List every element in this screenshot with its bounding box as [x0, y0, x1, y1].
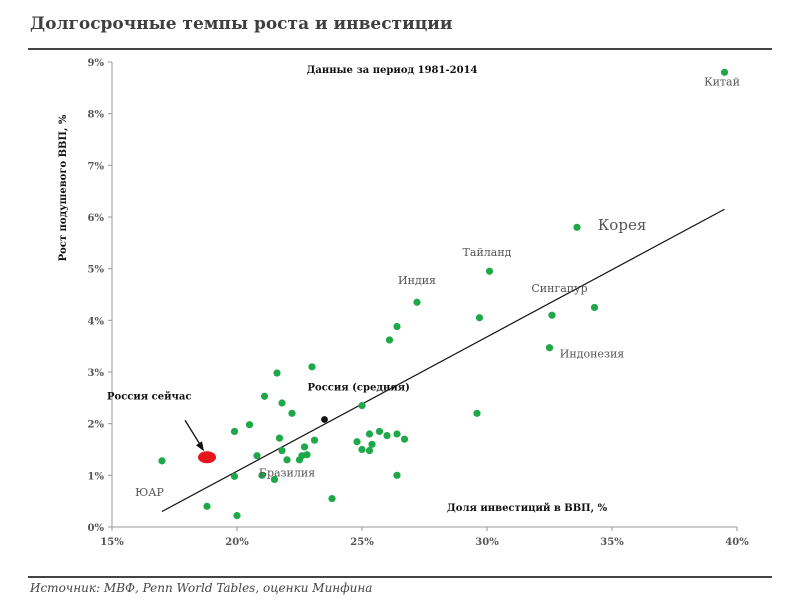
- data-point: [393, 430, 401, 438]
- data-point: [288, 409, 296, 417]
- trendline: [161, 208, 725, 513]
- data-point: [295, 456, 304, 464]
- data-point: [245, 421, 254, 429]
- x-tick-label: 30%: [475, 537, 499, 548]
- plot-frame: [111, 62, 737, 528]
- x-tick-label: 15%: [100, 537, 124, 548]
- data-point: [393, 322, 401, 331]
- footer-divider: [28, 576, 772, 578]
- russia-avg-label: Россия (средняя): [308, 383, 410, 394]
- data-point: [273, 369, 281, 377]
- country-label: ЮАР: [135, 486, 164, 499]
- page-title: Долгосрочные темпы роста и инвестиции: [30, 14, 453, 34]
- data-point: [590, 303, 599, 312]
- y-tick-label: 1%: [88, 471, 105, 482]
- data-point: [548, 311, 556, 319]
- y-tick-label: 9%: [88, 58, 105, 69]
- russia-avg-point: [321, 416, 328, 423]
- y-tick-label: 2%: [88, 420, 105, 431]
- data-point: [260, 392, 269, 400]
- data-point: [545, 344, 554, 352]
- data-point: [365, 430, 374, 438]
- data-point: [473, 409, 481, 417]
- data-point: [475, 314, 484, 322]
- data-point: [278, 446, 286, 455]
- country-label: Сингапур: [531, 282, 587, 295]
- country-label: Индия: [398, 274, 436, 287]
- data-point: [283, 456, 291, 464]
- x-tick-label: 40%: [725, 537, 749, 548]
- data-point: [203, 502, 211, 510]
- data-point: [278, 399, 286, 407]
- y-tick-label: 7%: [88, 161, 105, 172]
- title-divider: [28, 48, 772, 50]
- y-tick-label: 0%: [88, 523, 105, 534]
- y-tick-label: 8%: [88, 110, 105, 121]
- data-point: [303, 451, 311, 459]
- data-point: [310, 436, 319, 444]
- country-label: Китай: [704, 75, 740, 88]
- country-label: Тайланд: [463, 246, 512, 259]
- data-point: [230, 427, 239, 436]
- arrow-head-icon: [196, 441, 204, 452]
- data-point: [270, 475, 279, 484]
- russia-now-point: [198, 451, 216, 464]
- data-point: [353, 438, 361, 446]
- data-point: [573, 223, 581, 231]
- data-point: [308, 363, 316, 371]
- data-point: [358, 401, 366, 410]
- country-label: Бразилия: [259, 466, 315, 479]
- data-point: [375, 427, 384, 436]
- russia-now-label: Россия сейчас: [107, 391, 191, 402]
- data-point: [720, 68, 729, 76]
- data-point: [358, 445, 366, 454]
- data-point: [385, 336, 394, 344]
- x-tick-label: 35%: [600, 537, 624, 548]
- y-tick-label: 6%: [88, 213, 105, 224]
- x-tick-label: 20%: [225, 537, 249, 548]
- y-axis-label: Рост подушевого ВВП, %: [58, 114, 69, 261]
- data-point: [158, 457, 166, 465]
- data-point: [400, 435, 409, 443]
- data-point: [368, 440, 376, 448]
- scatter-chart: 15% 20% 25% 30% 35% 40% 0% 1% 2% 3% 4% 5% 6% 7% 8% 9% К…: [58, 58, 749, 548]
- data-point: [233, 512, 241, 520]
- data-point: [393, 471, 401, 479]
- y-tick-label: 4%: [88, 316, 105, 327]
- data-point: [253, 452, 261, 460]
- data-point: [485, 267, 494, 275]
- data-point: [383, 431, 391, 440]
- chart-subtitle: Данные за период 1981-2014: [307, 65, 478, 76]
- data-point: [365, 446, 374, 455]
- data-point: [300, 443, 309, 451]
- data-point: [258, 471, 266, 479]
- y-tick-label: 5%: [88, 265, 105, 276]
- country-label: Индонезия: [560, 348, 624, 361]
- data-point: [230, 472, 239, 480]
- data-point: [275, 434, 284, 442]
- data-point: [328, 494, 336, 503]
- x-tick-label: 25%: [350, 537, 374, 548]
- source-note: Источник: МВФ, Penn World Tables, оценки…: [30, 581, 373, 595]
- country-label: Корея: [598, 216, 647, 234]
- y-tick-label: 3%: [88, 368, 105, 379]
- data-point: [413, 298, 421, 306]
- x-axis-label: Доля инвестиций в ВВП, %: [447, 503, 608, 514]
